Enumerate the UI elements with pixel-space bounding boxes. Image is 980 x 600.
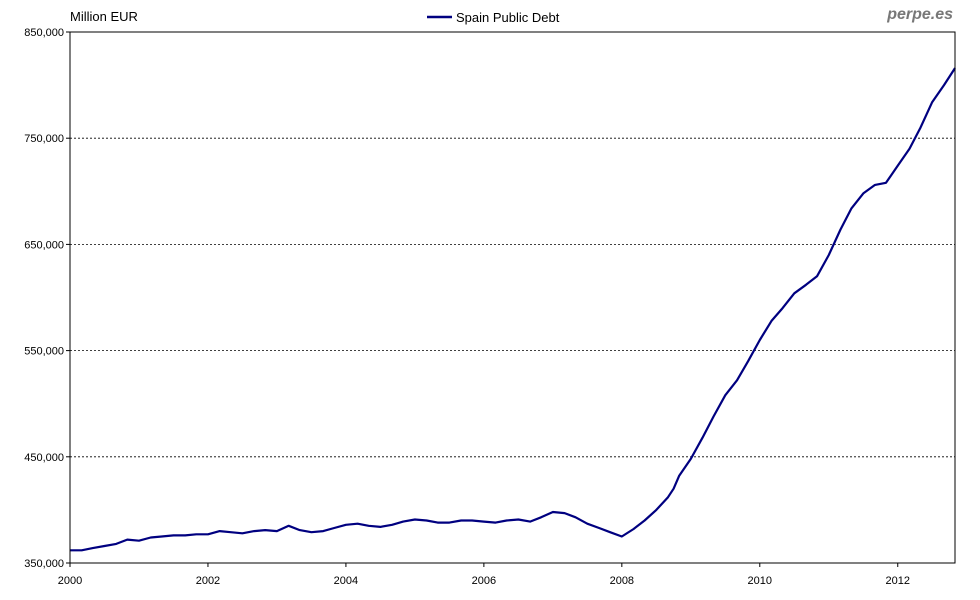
y-unit-label: Million EUR	[70, 9, 138, 24]
x-tick-label: 2008	[610, 575, 634, 587]
x-axis: 2000 2002 2004 2006 2008 2010 2012	[58, 563, 910, 587]
plot-frame	[69, 31, 956, 564]
x-tick-label: 2006	[472, 575, 496, 587]
x-tick-label: 2002	[196, 575, 220, 587]
y-tick-label: 450,000	[24, 452, 64, 464]
legend: Spain Public Debt	[427, 10, 560, 25]
y-axis: 350,000 450,000 550,000 650,000 750,000 850,0…	[24, 27, 70, 570]
y-tick-label: 650,000	[24, 239, 64, 251]
y-tick-label: 750,000	[24, 133, 64, 145]
series-lines	[70, 67, 956, 552]
x-tick-label: 2000	[58, 575, 82, 587]
y-tick-label: 550,000	[24, 346, 64, 358]
x-tick-label: 2012	[886, 575, 910, 587]
y-tick-label: 350,000	[24, 558, 64, 570]
x-tick-label: 2010	[748, 575, 772, 587]
legend-label: Spain Public Debt	[456, 10, 560, 25]
gridlines	[70, 137, 955, 458]
brand-watermark: perpe.es	[886, 6, 953, 23]
series-line	[70, 67, 956, 552]
y-tick-label: 850,000	[24, 27, 64, 39]
x-tick-label: 2004	[334, 575, 358, 587]
